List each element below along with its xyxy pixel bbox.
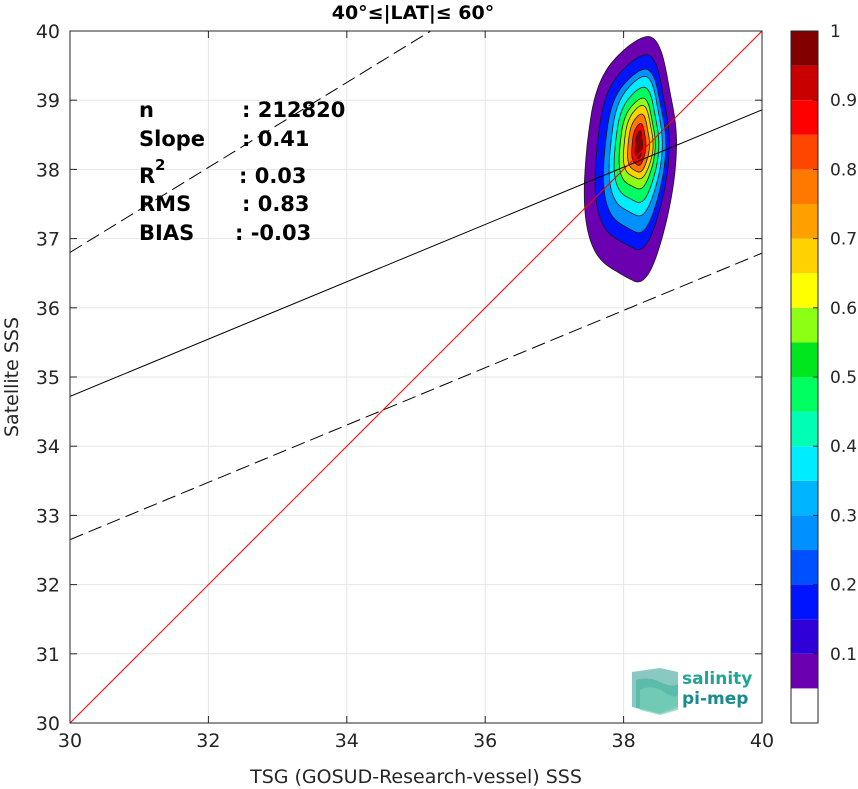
- stat-n-label: n: [139, 98, 154, 122]
- y-tick-label: 39: [36, 90, 60, 112]
- colorbar-segment: [791, 31, 818, 66]
- stat-slope-label: Slope: [139, 127, 205, 151]
- y-axis-ticks: 30 31 32 33 34 35 36 37 38 39 40: [36, 21, 762, 735]
- colorbar-tick-label: 0.7: [830, 230, 857, 250]
- colorbar-tick-label: 0.8: [830, 160, 857, 180]
- y-tick-label: 38: [36, 159, 60, 181]
- salinity-pi-mep-logo: salinity pi-mep: [632, 668, 752, 715]
- colorbar-segment: [791, 411, 818, 447]
- colorbar-segment: [791, 619, 818, 654]
- y-tick-label: 36: [36, 298, 60, 320]
- stat-rms-label: RMS: [139, 192, 191, 216]
- x-axis-label: TSG (GOSUD-Research-vessel) SSS: [249, 766, 582, 788]
- colorbar-segment: [791, 653, 818, 689]
- colorbar-segment: [791, 688, 818, 723]
- colorbar-tick-label: 1: [830, 22, 841, 42]
- stat-n-value: : 212820: [242, 98, 345, 122]
- colorbar-segment: [791, 238, 818, 274]
- density-contours: [583, 36, 678, 283]
- colorbar-segment: [791, 480, 818, 516]
- colorbar-segment: [791, 377, 818, 412]
- identity-line: [70, 31, 762, 723]
- y-tick-label: 40: [36, 21, 60, 43]
- stats-block: n : 212820 Slope : 0.41 R 2 : 0.03 RMS :…: [139, 98, 345, 245]
- stat-bias-value: : -0.03: [235, 221, 311, 245]
- y-tick-label: 34: [36, 436, 60, 458]
- y-tick-label: 32: [36, 575, 60, 597]
- colorbar-ticks: 0.1 0.2 0.3 0.4 0.5 0.6 0.7 0.8 0.9 1: [813, 22, 857, 665]
- colorbar-segment: [791, 446, 818, 481]
- stat-slope-value: : 0.41: [242, 127, 310, 151]
- chart-title: 40°≤|LAT|≤ 60°: [332, 2, 495, 24]
- stat-r2-superscript: 2: [155, 156, 165, 174]
- stat-bias-label: BIAS: [139, 221, 194, 245]
- fit-upper-bound-line: [70, 31, 432, 253]
- fit-lower-bound-line: [70, 252, 762, 541]
- colorbar-segment: [791, 307, 818, 343]
- x-tick-label: 36: [473, 730, 497, 752]
- stat-rms-value: : 0.83: [242, 192, 310, 216]
- colorbar-segment: [791, 342, 818, 377]
- colorbar-segment: [791, 204, 818, 239]
- colorbar-segment: [791, 134, 818, 170]
- x-axis-ticks: 30 32 34 36 38 40: [58, 31, 774, 752]
- stat-r2-value: : 0.03: [239, 164, 307, 188]
- colorbar-tick-label: 0.5: [830, 368, 857, 388]
- colorbar-tick-label: 0.9: [830, 91, 857, 111]
- logo-line-2: pi-mep: [682, 689, 748, 709]
- colorbar-segment: [791, 169, 818, 204]
- colorbar-tick-label: 0.2: [830, 576, 857, 596]
- colorbar-segment: [791, 100, 818, 135]
- colorbar-segment: [791, 65, 818, 101]
- x-tick-label: 38: [612, 730, 636, 752]
- x-tick-label: 34: [335, 730, 359, 752]
- y-tick-label: 35: [36, 367, 60, 389]
- regression-lines: [70, 31, 762, 723]
- regression-fit-line: [70, 109, 762, 397]
- x-tick-label: 32: [196, 730, 220, 752]
- stat-r2-label: R: [139, 164, 155, 188]
- colorbar-segment: [791, 515, 818, 550]
- colorbar-tick-label: 0.6: [830, 299, 857, 319]
- y-tick-label: 30: [36, 713, 60, 735]
- colorbar-tick-label: 0.1: [830, 645, 857, 665]
- colorbar: [791, 31, 818, 723]
- colorbar-segment: [791, 550, 818, 585]
- y-tick-label: 31: [36, 644, 60, 666]
- y-tick-label: 37: [36, 229, 60, 251]
- y-tick-label: 33: [36, 505, 60, 527]
- colorbar-segment: [791, 273, 818, 308]
- wave-logo-icon: [632, 668, 678, 715]
- y-axis-label: Satellite SSS: [1, 317, 23, 437]
- x-tick-label: 30: [58, 730, 82, 752]
- x-tick-label: 40: [750, 730, 774, 752]
- logo-line-1: salinity: [682, 669, 752, 689]
- colorbar-tick-label: 0.4: [830, 437, 857, 457]
- colorbar-segment: [791, 584, 818, 620]
- grid: [69, 30, 763, 724]
- colorbar-tick-label: 0.3: [830, 506, 857, 526]
